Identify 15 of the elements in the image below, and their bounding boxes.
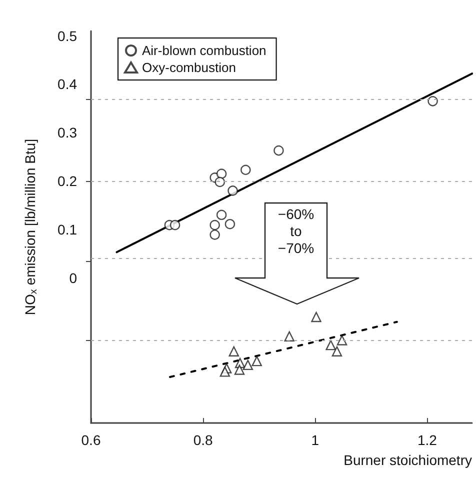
x-tick-label: 1.2: [417, 432, 438, 448]
y-axis-title: NOx emission [lb/million Btu]: [22, 138, 40, 316]
x-axis-title: Burner stoichiometry: [344, 452, 472, 468]
x-tick-label: 1: [311, 432, 320, 448]
y-tick-label: 0.4: [58, 76, 78, 92]
y-tick-label: 0.2: [58, 173, 78, 190]
x-tick-label: 0.8: [193, 432, 213, 448]
y-tick-label: 0.3: [58, 124, 78, 141]
annotation: −60% to −70%: [276, 206, 316, 257]
y-tick-label: 0: [69, 270, 78, 286]
legend-label: Air-blown combustion: [142, 43, 266, 58]
legend-label: Oxy-combustion: [142, 60, 236, 75]
y-tick-label: 0.1: [58, 221, 78, 238]
x-tick-label: 0.6: [81, 432, 101, 448]
y-tick-label: 0.5: [58, 28, 78, 44]
